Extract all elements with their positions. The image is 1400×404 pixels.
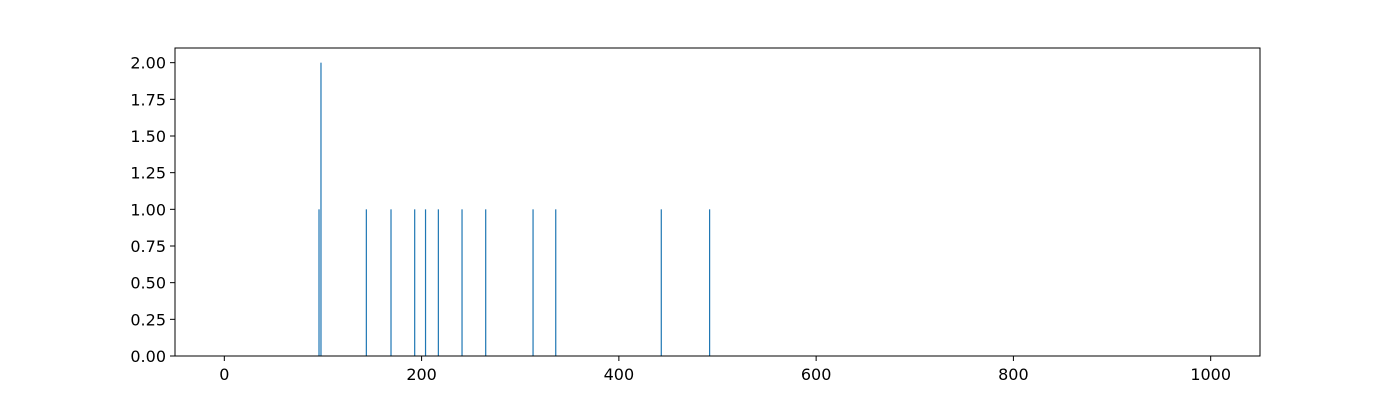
y-tick-label: 0.50 [130,274,166,293]
x-tick-label: 400 [604,365,635,384]
x-tick-label: 200 [406,365,437,384]
bar [660,209,662,356]
y-tick-label: 1.50 [130,127,166,146]
x-tick-label: 0 [219,365,229,384]
bar [461,209,463,356]
plot-frame [174,47,1261,357]
y-tick-label: 2.00 [130,54,166,73]
bar [365,209,367,356]
bar [532,209,534,356]
x-tick-label: 600 [801,365,832,384]
bar [485,209,487,356]
y-tick-label: 0.00 [130,347,166,366]
y-tick-label: 1.25 [130,164,166,183]
y-tick-label: 0.75 [130,237,166,256]
x-tick-label: 1000 [1190,365,1231,384]
bar [318,209,320,356]
y-tick-label: 0.25 [130,310,166,329]
x-tick-label: 800 [998,365,1029,384]
y-tick-label: 1.00 [130,200,166,219]
bar [709,209,711,356]
bar [424,209,427,356]
bar [320,62,322,357]
bar [437,209,439,356]
bar [390,209,392,356]
bar [555,209,557,356]
axes-layer: 0 200 400 600 800 1000 0.00 0.25 0.50 0.75 1.00 1.2… [130,47,1261,384]
bars-layer [318,62,711,357]
y-tick-label: 1.75 [130,90,166,109]
bar [414,209,416,356]
